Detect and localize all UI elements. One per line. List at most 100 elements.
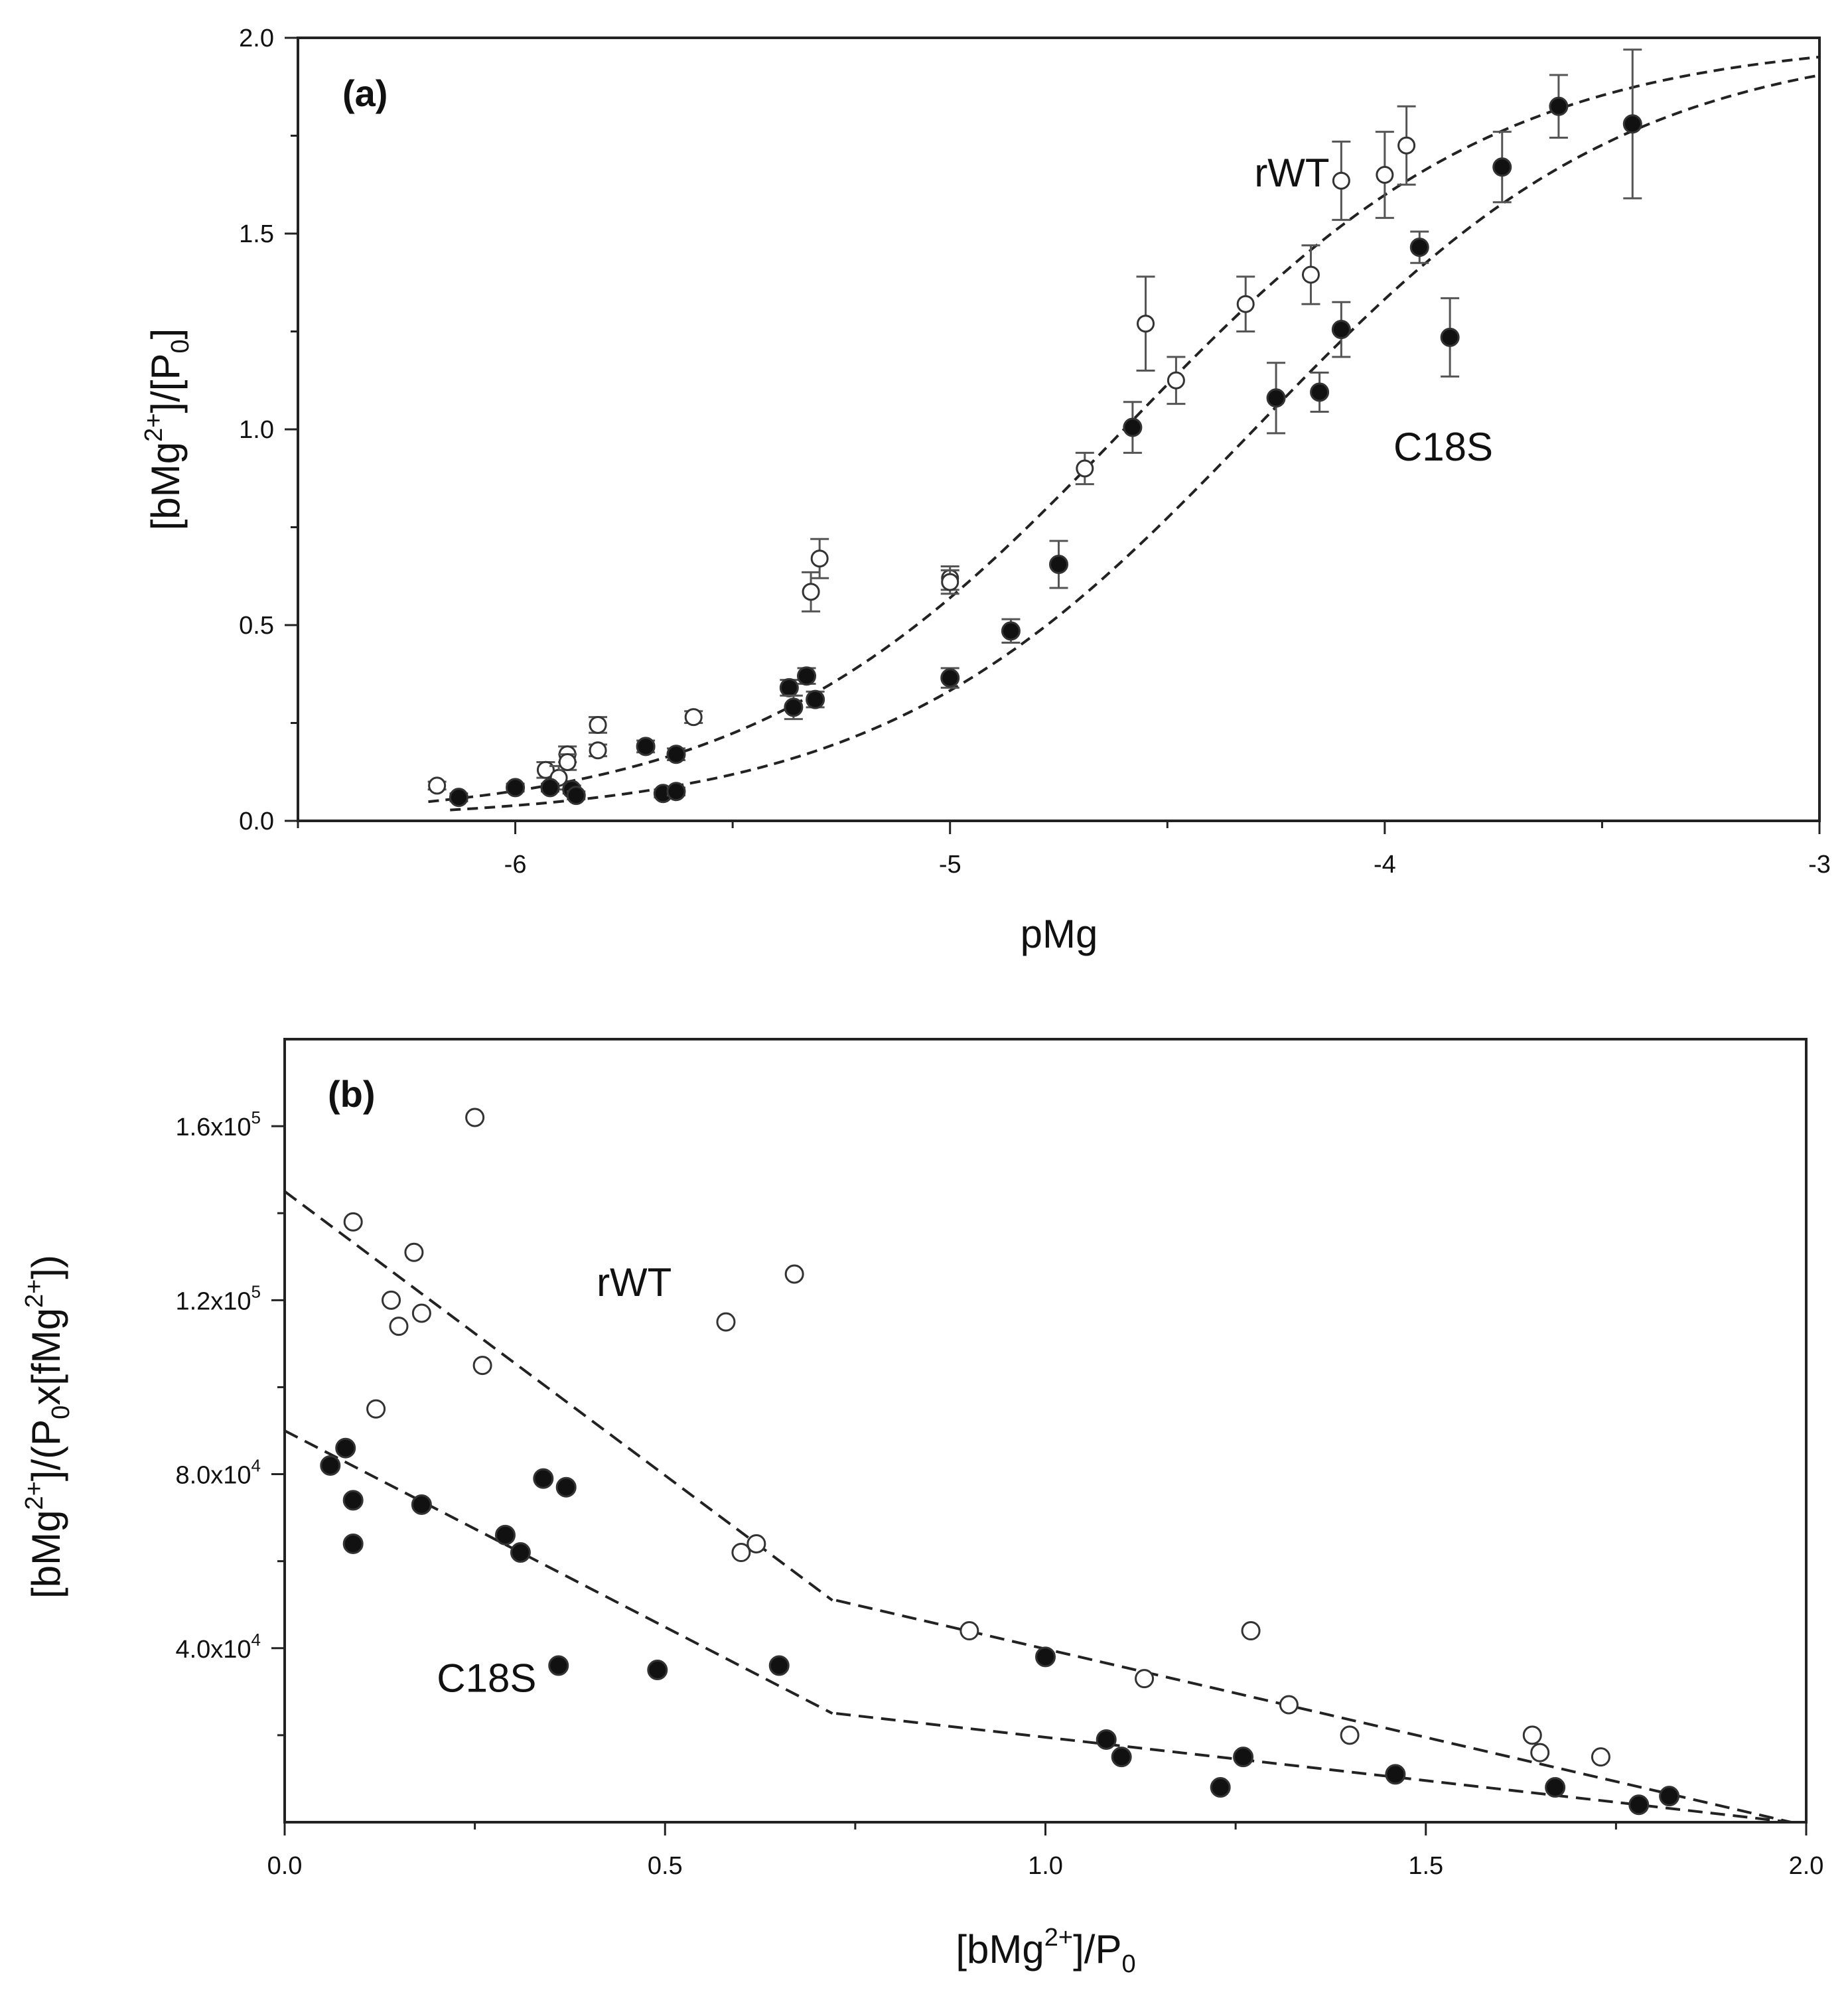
marker — [810, 549, 829, 568]
panel-b-point-c18s — [1659, 1786, 1680, 1807]
panel-a-point-c18s — [540, 778, 560, 798]
panel-a-label: (a) — [342, 72, 388, 114]
panel-a-point-c18s — [506, 778, 526, 798]
panel-b-point-c18s — [510, 1542, 531, 1563]
panel-b-point-c18s — [1385, 1764, 1406, 1785]
panel-b-point-c18s — [494, 1524, 516, 1545]
panel-b-c18s-label: C18S — [437, 1656, 536, 1700]
panel-b-xlabel-mid: ]/P — [1073, 1927, 1121, 1972]
panel-b-point-c18s — [411, 1494, 432, 1515]
panel-b-fit-c18s — [284, 1429, 1792, 1824]
panel-b-point-rwt — [716, 1312, 736, 1332]
panel-a-point-rwt — [802, 571, 821, 612]
marker — [1440, 327, 1460, 347]
panel-a-xtick-label: -4 — [1374, 851, 1396, 879]
panel-a-point-c18s — [1310, 371, 1330, 413]
panel-a-xtick-label: -3 — [1808, 851, 1831, 879]
marker — [1001, 621, 1021, 641]
marker — [1301, 265, 1320, 284]
marker — [1049, 555, 1068, 575]
panel-b-point-rwt — [1530, 1743, 1550, 1762]
panel-a-ytick-label: 1.5 — [239, 220, 274, 248]
panel-b-ytick-label: 8.0x104 — [175, 1456, 261, 1490]
panel-b-point-rwt — [366, 1399, 386, 1419]
panel-a-point-c18s — [449, 788, 468, 808]
panel-a-point-c18s — [1266, 362, 1286, 435]
marker — [589, 741, 607, 760]
panel-a-ytick-label: 1.0 — [239, 416, 274, 444]
panel-b-fits — [283, 1190, 1792, 1824]
marker — [1266, 388, 1286, 408]
marker — [1492, 157, 1512, 177]
panel-a-point-rwt — [1301, 244, 1320, 305]
panel-a-y-axis-label: [bMg2+]/[P0] — [140, 328, 194, 531]
panel-a-point-c18s — [806, 689, 825, 709]
panel-b-point-c18s — [533, 1468, 554, 1489]
panel-b-point-rwt — [960, 1621, 979, 1641]
marker — [1137, 315, 1155, 333]
panel-a-point-c18s — [1049, 539, 1068, 589]
panel-a-ylabel-end: ] — [143, 328, 188, 340]
panel-b-point-rwt — [465, 1108, 485, 1127]
marker — [1549, 96, 1569, 116]
marker — [1310, 382, 1330, 402]
panel-a-point-c18s — [566, 786, 586, 806]
panel-a-point-c18s — [797, 666, 817, 686]
panel-a-x-axis-label: pMg — [1021, 912, 1098, 956]
panel-b-fit-rwt — [283, 1190, 1792, 1824]
panel-a-point-rwt — [1332, 140, 1351, 221]
marker — [779, 678, 799, 697]
marker — [506, 778, 526, 798]
panel-a-point-rwt — [589, 741, 608, 760]
panel-b-point-rwt — [411, 1303, 431, 1323]
panel-b-points — [320, 1108, 1680, 1816]
panel-b-point-rwt — [746, 1534, 766, 1553]
panel-a-point-rwt — [940, 569, 960, 595]
panel-a-xtick-label: -6 — [504, 851, 527, 879]
marker — [1397, 136, 1416, 155]
panel-b-point-c18s — [342, 1533, 364, 1554]
panel-a-ylabel-base: [bMg — [143, 442, 188, 530]
panel-b-y-axis-label: [bMg2+]/(P0x[fMg2+]) — [21, 1255, 75, 1599]
panel-b-xtick-label: 2.0 — [1789, 1852, 1824, 1880]
panel-b-x-axis-label: [bMg2+]/P0 — [956, 1924, 1135, 1978]
panel-b-point-rwt — [389, 1317, 409, 1336]
panel-a-ytick-label: 2.0 — [239, 25, 274, 52]
marker — [558, 753, 577, 771]
panel-a-xtick-label: -5 — [939, 851, 961, 879]
panel-a-point-c18s — [940, 667, 960, 689]
panel-a-rwt-label: rWT — [1254, 151, 1329, 195]
panel-a-point-c18s — [1331, 301, 1351, 358]
marker — [1123, 417, 1143, 437]
panel-b-point-rwt — [404, 1242, 424, 1262]
marker — [1409, 238, 1429, 257]
marker — [802, 583, 820, 601]
panel-a-ytick-label: 0.5 — [239, 612, 274, 640]
marker — [1236, 295, 1255, 313]
panel-b-xlabel-sub: 0 — [1121, 1950, 1135, 1978]
panel-b-point-c18s — [320, 1455, 341, 1476]
marker — [636, 737, 656, 756]
panel-b-ylabel-s1: 2+ — [21, 1481, 48, 1510]
panel-b-point-c18s — [548, 1655, 569, 1676]
panel-a-point-rwt — [1397, 105, 1416, 186]
panel-a-ticks: -6 -5 -4 -3 0.0 0.5 1.0 1.5 2.0 — [239, 25, 1831, 879]
panel-a-c18s-label: C18S — [1393, 425, 1493, 469]
panel-b-point-c18s — [1545, 1777, 1566, 1798]
panel-a-point-rwt — [1136, 275, 1155, 372]
panel-b: 0.0 0.5 1.0 1.5 2.0 4.0x104 8.0x104 1.2x105 1.6x… — [21, 1038, 1824, 1978]
panel-b-point-rwt — [784, 1264, 804, 1284]
panel-b-point-c18s — [647, 1660, 668, 1681]
panel-b-ytick-label: 1.6x105 — [175, 1108, 261, 1141]
panel-b-point-c18s — [1096, 1729, 1117, 1750]
panel-a-point-rwt — [1167, 356, 1186, 405]
panel-a-ylabel-sup: 2+ — [140, 413, 168, 442]
panel-b-point-c18s — [342, 1490, 364, 1511]
panel-a-point-rwt — [427, 776, 447, 795]
panel-b-point-c18s — [1035, 1646, 1056, 1668]
panel-a-point-rwt — [684, 708, 703, 727]
panel-a-point-rwt — [558, 753, 577, 771]
marker — [449, 788, 468, 808]
panel-b-xtick-label: 1.0 — [1028, 1852, 1063, 1880]
